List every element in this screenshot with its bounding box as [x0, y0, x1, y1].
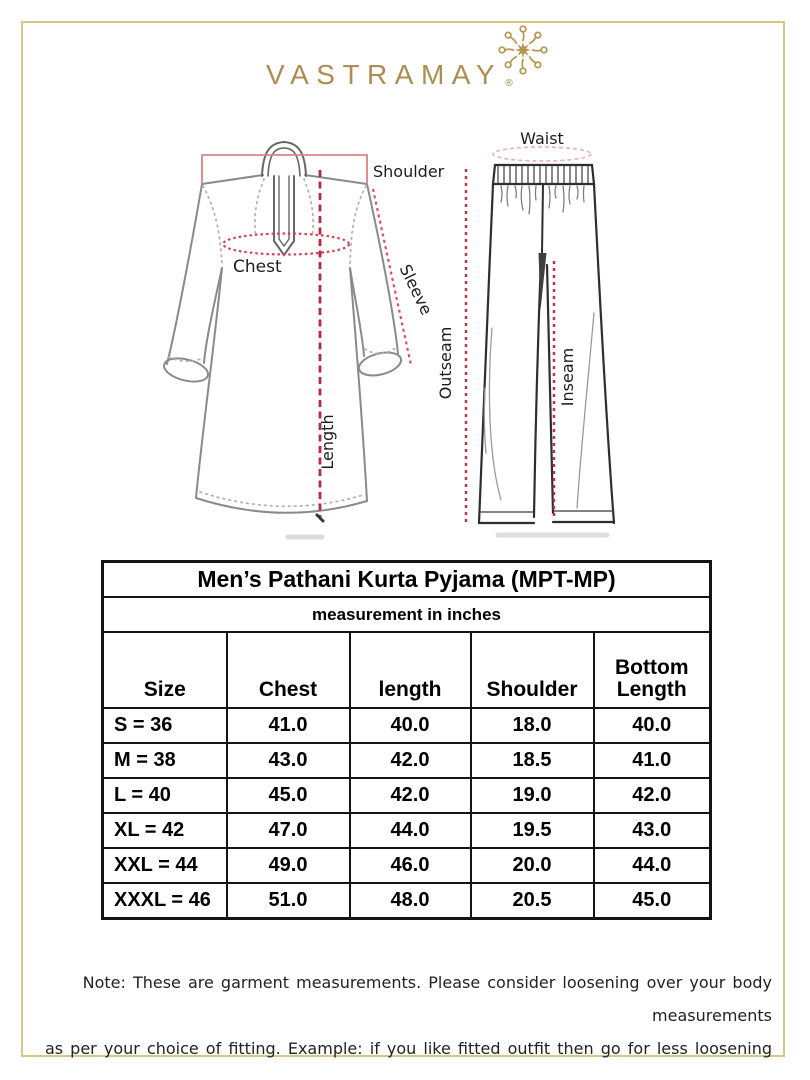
shoulder-cell: 19.0: [469, 777, 595, 814]
kurta-sleeve-label: Sleeve: [396, 261, 437, 318]
note-line-1: Note: These are garment measurements. Pl…: [82, 973, 772, 1025]
shoulder-cell: 19.5: [469, 812, 595, 849]
size-cell: M = 38: [101, 742, 228, 779]
note-line-2: as per your choice of fitting. Example: …: [44, 1039, 772, 1058]
waist-measure-ellipse: [492, 146, 592, 162]
table-row-m: M = 38 43.0 42.0 18.5 41.0: [101, 742, 712, 779]
length-cell: 44.0: [348, 812, 472, 849]
gold-border-frame: [21, 21, 785, 1057]
table-title-row: Men’s Pathani Kurta Pyjama (MPT-MP): [101, 560, 712, 598]
table-header-row: Size Chest length Shoulder Bottom Length: [101, 631, 712, 709]
measurement-note: Note: These are garment measurements. Pl…: [30, 966, 780, 1065]
pyjama-crease-lines: [483, 312, 595, 509]
brand-logo-text: VASTRAMAY: [266, 59, 503, 90]
kurta-stitch-details: [168, 178, 398, 508]
length-cell: 46.0: [348, 847, 472, 884]
chest-measure-ellipse: [221, 232, 351, 256]
table-subtitle-row: measurement in inches: [101, 596, 712, 633]
registered-trademark-symbol: ®: [504, 78, 514, 89]
sleeve-measure-line: [371, 188, 413, 366]
table-title: Men’s Pathani Kurta Pyjama (MPT-MP): [101, 560, 712, 598]
length-measure-tick: [315, 513, 325, 523]
kurta-shoulder-label: Shoulder: [373, 162, 445, 181]
chest-cell: 51.0: [225, 882, 351, 920]
length-cell: 42.0: [348, 742, 472, 779]
chest-cell: 43.0: [225, 742, 351, 779]
shoulder-cell: 18.0: [469, 707, 595, 744]
mandala-ornament-icon: [498, 25, 548, 75]
pyjama-hem-lines: [480, 510, 613, 513]
chest-cell: 47.0: [225, 812, 351, 849]
kurta-chest-label: Chest: [233, 257, 282, 277]
pyjama-elastic-waistband: [497, 166, 589, 183]
column-header-shoulder: Shoulder: [469, 631, 595, 709]
size-cell: L = 40: [101, 777, 228, 814]
column-header-length: length: [348, 631, 472, 709]
pyjama-outline: [477, 163, 616, 525]
pyjama-waist-label: Waist: [520, 129, 564, 148]
bottom-length-cell: 42.0: [592, 777, 712, 814]
column-header-chest: Chest: [225, 631, 351, 709]
column-header-size: Size: [101, 631, 228, 709]
shoulder-cell: 20.0: [469, 847, 595, 884]
bottom-length-cell: 43.0: [592, 812, 712, 849]
chest-cell: 49.0: [225, 847, 351, 884]
size-cell: XXXL = 46: [101, 882, 228, 920]
bottom-length-cell: 44.0: [592, 847, 712, 884]
size-cell: XL = 42: [101, 812, 228, 849]
table-subtitle: measurement in inches: [101, 596, 712, 633]
column-header-bottom-length: Bottom Length: [592, 631, 712, 709]
size-chart-table: Men’s Pathani Kurta Pyjama (MPT-MP) meas…: [101, 560, 713, 920]
length-cell: 40.0: [348, 707, 472, 744]
table-row-s: S = 36 41.0 40.0 18.0 40.0: [101, 707, 712, 744]
garment-measurement-diagram: Shoulder Chest Sleeve Length: [163, 129, 616, 540]
chest-cell: 45.0: [225, 777, 351, 814]
shoulder-measure-bracket: [201, 154, 368, 184]
pyjama-gather-lines: [500, 185, 585, 215]
table-row-l: L = 40 45.0 42.0 19.0 42.0: [101, 777, 712, 814]
chest-cell: 41.0: [225, 707, 351, 744]
shoulder-cell: 20.5: [469, 882, 595, 920]
kurta-collar-placket: [261, 140, 307, 257]
bottom-length-cell: 40.0: [592, 707, 712, 744]
pyjama-outseam-label: Outseam: [436, 327, 455, 400]
size-cell: S = 36: [101, 707, 228, 744]
bottom-length-cell: 41.0: [592, 742, 712, 779]
pyjama-inseam-label: Inseam: [558, 348, 577, 406]
shoulder-cell: 18.5: [469, 742, 595, 779]
length-cell: 42.0: [348, 777, 472, 814]
kurta-outline: [163, 174, 403, 514]
bottom-length-cell: 45.0: [592, 882, 712, 920]
table-row-xxxl: XXXL = 46 51.0 48.0 20.5 45.0: [101, 882, 712, 920]
pyjama-crotch-shading: [538, 253, 547, 310]
table-row-xl: XL = 42 47.0 44.0 19.5 43.0: [101, 812, 712, 849]
table-row-xxl: XXL = 44 49.0 46.0 20.0 44.0: [101, 847, 712, 884]
kurta-length-label: Length: [318, 414, 337, 469]
size-cell: XXL = 44: [101, 847, 228, 884]
length-cell: 48.0: [348, 882, 472, 920]
